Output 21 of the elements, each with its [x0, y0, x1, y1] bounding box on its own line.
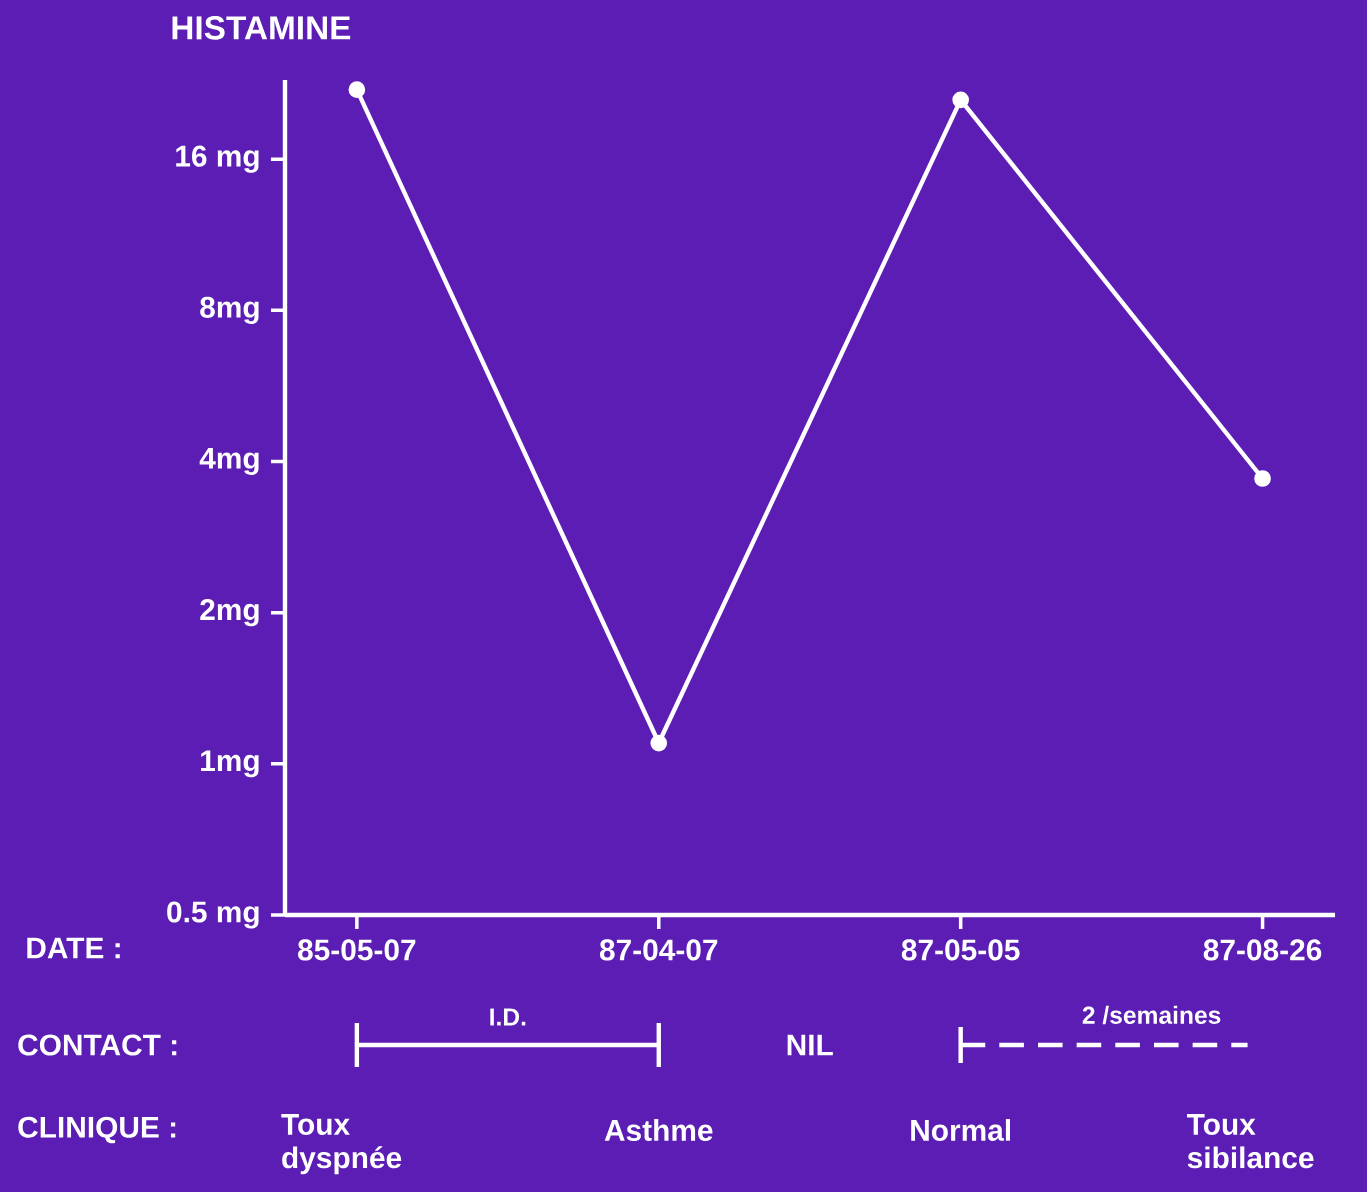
- text: Toux sibilance: [1187, 1114, 1314, 1169]
- x-tick-label: 87-05-05: [901, 939, 1020, 961]
- y-axis-title: HISTAMINE: [172, 16, 351, 40]
- x-tick-label: 87-08-26: [1203, 939, 1322, 961]
- text: Normal: [911, 1119, 1010, 1141]
- y-tick-label: 1mg: [201, 750, 259, 778]
- text: Asthme: [604, 1119, 713, 1141]
- y-tick-label: 4mg: [199, 448, 259, 475]
- text: CLINIQUE :: [18, 1116, 176, 1144]
- x-axis-title: DATE :: [27, 937, 120, 959]
- x-tick-label: 85-05-07: [298, 939, 416, 961]
- y-tick-label: 8mg: [200, 296, 259, 324]
- text: NIL: [787, 1034, 833, 1056]
- text: CONTACT :: [18, 1034, 177, 1056]
- y-tick-label: 16 mg: [176, 145, 259, 173]
- x-tick-label: 87-04-07: [599, 939, 718, 961]
- text: I.D.: [490, 1008, 526, 1026]
- text: 2 /semaines: [1082, 1005, 1221, 1025]
- y-tick-label: 0.5 mg: [167, 901, 259, 929]
- text: Toux dyspnée: [281, 1114, 402, 1175]
- y-tick-label: 2mg: [200, 599, 259, 627]
